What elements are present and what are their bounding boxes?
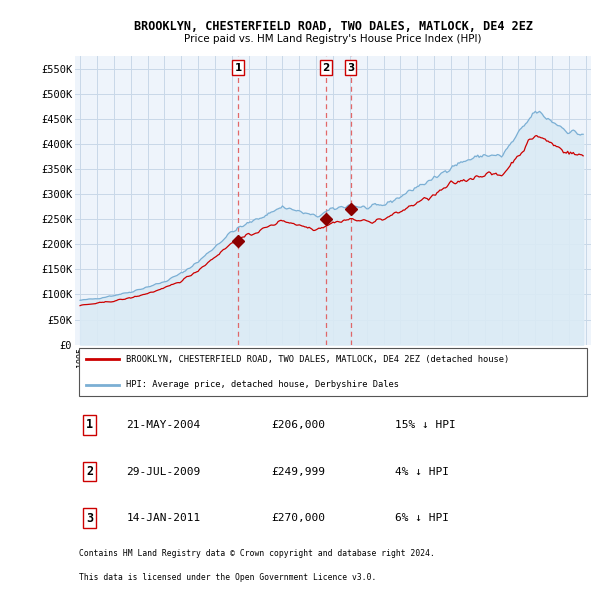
Text: £270,000: £270,000 bbox=[271, 513, 325, 523]
Text: BROOKLYN, CHESTERFIELD ROAD, TWO DALES, MATLOCK, DE4 2EZ (detached house): BROOKLYN, CHESTERFIELD ROAD, TWO DALES, … bbox=[125, 355, 509, 364]
Text: This data is licensed under the Open Government Licence v3.0.: This data is licensed under the Open Gov… bbox=[79, 573, 377, 582]
Text: BROOKLYN, CHESTERFIELD ROAD, TWO DALES, MATLOCK, DE4 2EZ: BROOKLYN, CHESTERFIELD ROAD, TWO DALES, … bbox=[134, 20, 533, 33]
Text: HPI: Average price, detached house, Derbyshire Dales: HPI: Average price, detached house, Derb… bbox=[125, 380, 398, 389]
Text: 14-JAN-2011: 14-JAN-2011 bbox=[127, 513, 201, 523]
Text: £206,000: £206,000 bbox=[271, 420, 325, 430]
Text: 1: 1 bbox=[235, 63, 242, 73]
Text: 21-MAY-2004: 21-MAY-2004 bbox=[127, 420, 201, 430]
Text: 6% ↓ HPI: 6% ↓ HPI bbox=[395, 513, 449, 523]
Text: £249,999: £249,999 bbox=[271, 467, 325, 477]
Text: 2: 2 bbox=[322, 63, 329, 73]
Text: 1: 1 bbox=[86, 418, 93, 431]
Text: 15% ↓ HPI: 15% ↓ HPI bbox=[395, 420, 455, 430]
Text: 2: 2 bbox=[86, 465, 93, 478]
Text: Price paid vs. HM Land Registry's House Price Index (HPI): Price paid vs. HM Land Registry's House … bbox=[184, 34, 482, 44]
Text: 3: 3 bbox=[86, 512, 93, 525]
FancyBboxPatch shape bbox=[79, 348, 587, 396]
Text: 29-JUL-2009: 29-JUL-2009 bbox=[127, 467, 201, 477]
Text: 4% ↓ HPI: 4% ↓ HPI bbox=[395, 467, 449, 477]
Text: 3: 3 bbox=[347, 63, 354, 73]
Text: Contains HM Land Registry data © Crown copyright and database right 2024.: Contains HM Land Registry data © Crown c… bbox=[79, 549, 435, 559]
